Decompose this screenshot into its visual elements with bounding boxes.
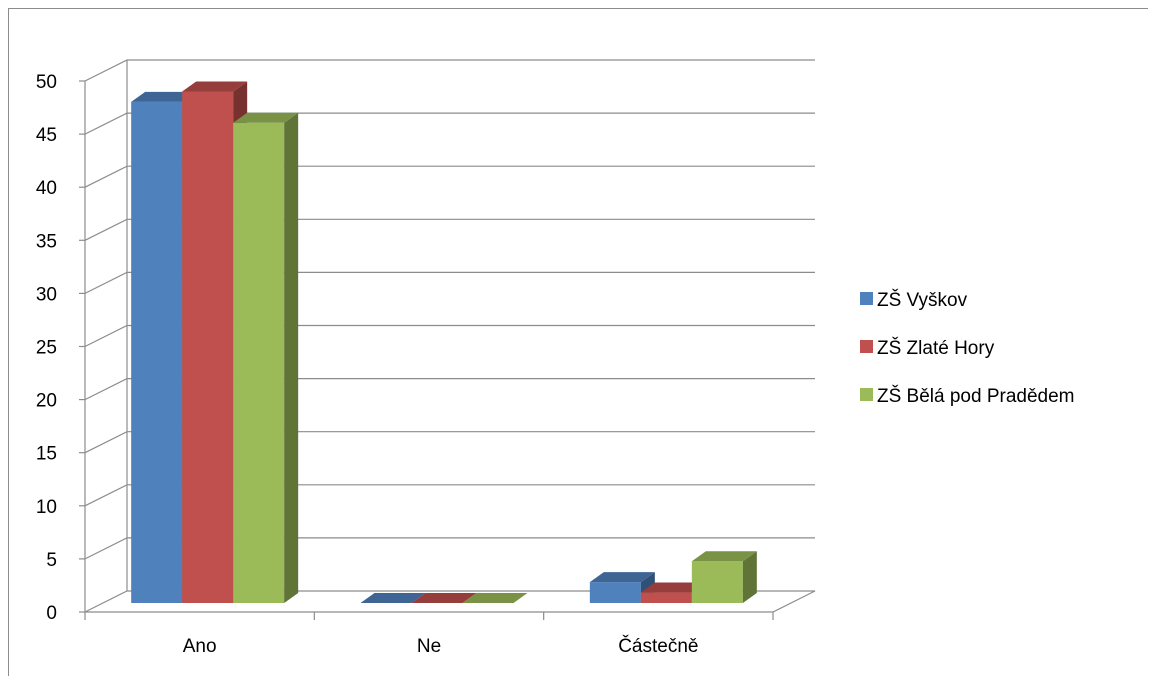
bar-top <box>411 593 477 603</box>
legend-label: ZŠ Bělá pod Pradědem <box>877 385 1075 407</box>
legend-swatch <box>860 388 873 401</box>
legend-item: ZŠ Bělá pod Pradědem <box>860 385 1075 407</box>
legend: ZŠ Vyškov ZŠ Zlaté Hory ZŠ Bělá pod Praděd… <box>860 289 1075 407</box>
bars <box>131 81 757 603</box>
legend-item: ZŠ Zlaté Hory <box>860 337 995 359</box>
bar-front <box>131 101 183 603</box>
bar-front <box>233 122 285 603</box>
x-tick-label: Částečně <box>618 635 698 657</box>
bar <box>589 572 655 603</box>
bar-top <box>233 112 299 123</box>
bar-side <box>742 551 757 603</box>
legend-swatch <box>860 292 873 305</box>
y-tick-label: 35 <box>36 231 57 252</box>
y-tick-label: 15 <box>36 444 57 465</box>
bar-front <box>589 582 641 603</box>
y-tick-label: 5 <box>46 550 57 571</box>
bar-top <box>589 572 655 583</box>
legend-label: ZŠ Zlaté Hory <box>877 337 995 359</box>
y-tick-label: 10 <box>36 497 57 518</box>
bar-side <box>284 112 299 603</box>
bar-top <box>640 582 706 593</box>
bar-top <box>182 81 248 92</box>
bar <box>462 593 528 603</box>
legend-label: ZŠ Vyškov <box>877 289 968 311</box>
x-tick-labels: Ano Ne Částečně <box>183 635 699 657</box>
bar <box>411 593 477 603</box>
bar-top <box>691 551 757 562</box>
y-tick-label: 50 <box>36 72 57 93</box>
axes <box>79 60 774 620</box>
y-tick-label: 30 <box>36 284 57 305</box>
legend-item: ZŠ Vyškov <box>860 289 968 311</box>
bar <box>233 112 299 603</box>
bar-front <box>691 561 743 603</box>
y-tick-label: 45 <box>36 125 57 146</box>
x-tick-label: Ne <box>417 636 441 657</box>
y-tick-labels: 0 5 10 15 20 25 30 35 40 45 50 <box>36 72 57 624</box>
bar-front <box>182 91 234 603</box>
chart-frame <box>8 8 1148 676</box>
x-tick-label: Ano <box>183 636 217 657</box>
bar <box>691 551 757 603</box>
bar-top <box>131 91 197 102</box>
bar-front <box>640 592 692 603</box>
bar <box>360 593 426 603</box>
y-tick-label: 40 <box>36 178 57 199</box>
y-tick-label: 20 <box>36 391 57 412</box>
y-tick-label: 0 <box>46 603 57 624</box>
bar-top <box>462 593 528 603</box>
y-tick-label: 25 <box>36 338 57 359</box>
bar-top <box>360 593 426 603</box>
gridline <box>84 59 815 82</box>
legend-swatch <box>860 340 873 353</box>
